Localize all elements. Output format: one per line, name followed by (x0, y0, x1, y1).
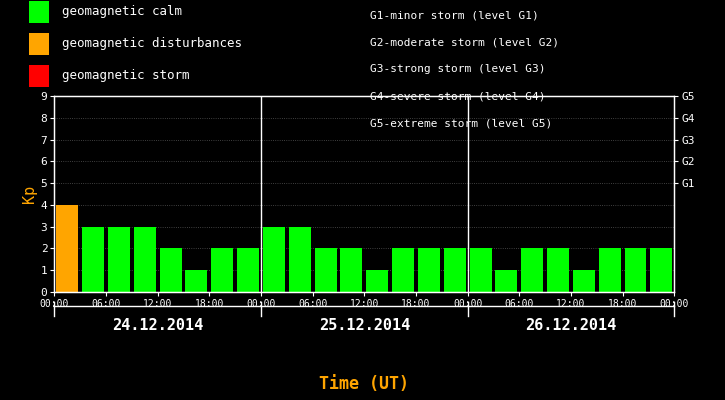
Bar (108, 227, 130, 292)
Text: G5-extreme storm (level G5): G5-extreme storm (level G5) (370, 119, 552, 129)
Bar (418, 248, 440, 292)
Text: G1-minor storm (level G1): G1-minor storm (level G1) (370, 10, 539, 20)
Bar (470, 248, 492, 292)
Bar (521, 248, 543, 292)
Bar (315, 248, 336, 292)
Y-axis label: Kp: Kp (22, 185, 36, 203)
Bar (599, 248, 621, 292)
Text: geomagnetic calm: geomagnetic calm (62, 6, 182, 18)
Bar (573, 270, 594, 292)
Bar (160, 248, 181, 292)
Bar (289, 227, 311, 292)
Bar (82, 227, 104, 292)
Bar (547, 248, 569, 292)
Text: 25.12.2014: 25.12.2014 (319, 318, 410, 334)
Text: geomagnetic disturbances: geomagnetic disturbances (62, 38, 241, 50)
Bar (263, 227, 285, 292)
Text: G3-strong storm (level G3): G3-strong storm (level G3) (370, 64, 545, 74)
Bar (495, 270, 518, 292)
Bar (444, 248, 465, 292)
Bar (392, 248, 414, 292)
Bar (341, 248, 362, 292)
Bar (186, 270, 207, 292)
Bar (624, 248, 647, 292)
Bar (211, 248, 233, 292)
Bar (366, 270, 388, 292)
Bar (650, 248, 672, 292)
Text: 26.12.2014: 26.12.2014 (526, 318, 616, 334)
Text: Time (UT): Time (UT) (319, 375, 410, 393)
Text: G2-moderate storm (level G2): G2-moderate storm (level G2) (370, 37, 559, 47)
Bar (134, 227, 156, 292)
Text: 24.12.2014: 24.12.2014 (112, 318, 203, 334)
Bar (237, 248, 259, 292)
Bar (57, 205, 78, 292)
Text: geomagnetic storm: geomagnetic storm (62, 70, 189, 82)
Text: G4-severe storm (level G4): G4-severe storm (level G4) (370, 92, 545, 102)
